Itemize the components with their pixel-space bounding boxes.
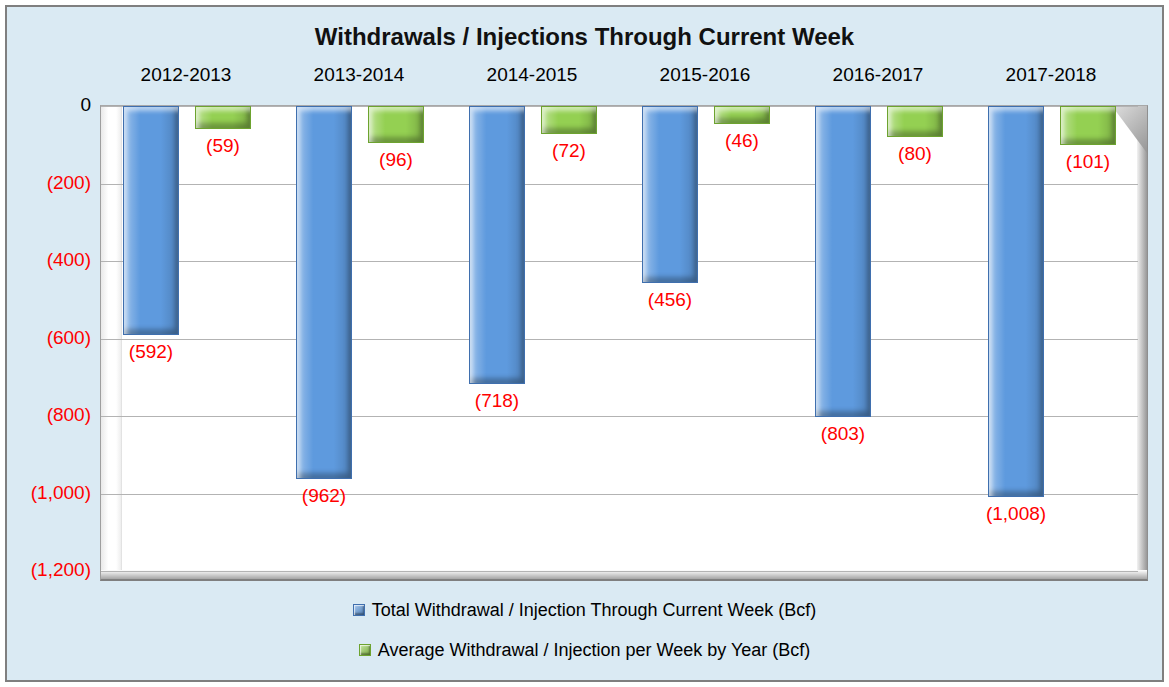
bar-value-label: (72)	[514, 140, 624, 162]
gridline	[101, 571, 1138, 572]
y-tick-label: (200)	[7, 171, 91, 195]
category-label: 2015-2016	[635, 64, 775, 86]
legend-label: Total Withdrawal / Injection Through Cur…	[372, 600, 817, 621]
plot-corner-bevel	[1112, 106, 1147, 153]
gridline	[101, 494, 1138, 495]
bar-value-label: (456)	[615, 289, 725, 311]
y-tick-label: (400)	[7, 248, 91, 272]
plot-right-wall	[1137, 106, 1147, 579]
legend-label: Average Withdrawal / Injection per Week …	[378, 640, 811, 661]
gridline	[101, 261, 1138, 262]
y-tick-label: (600)	[7, 326, 91, 350]
plot-area: (592)(962)(718)(456)(803)(1,008)(59)(96)…	[100, 105, 1148, 581]
bar-value-label: (718)	[442, 390, 552, 412]
gridline	[101, 339, 1138, 340]
chart-frame: Withdrawals / Injections Through Current…	[5, 5, 1164, 682]
bar-value-label: (803)	[788, 423, 898, 445]
legend-item: Total Withdrawal / Injection Through Cur…	[353, 599, 817, 621]
bar-value-label: (96)	[341, 149, 451, 171]
bar-average-2016-2017	[887, 106, 943, 137]
chart-title: Withdrawals / Injections Through Current…	[7, 23, 1162, 51]
bar-value-label: (1,008)	[961, 503, 1071, 525]
bar-value-label: (80)	[860, 143, 970, 165]
bar-value-label: (101)	[1033, 151, 1143, 173]
bar-average-2012-2013	[195, 106, 251, 129]
category-label: 2013-2014	[289, 64, 429, 86]
bar-average-2014-2015	[541, 106, 597, 134]
category-label: 2016-2017	[808, 64, 948, 86]
gridline	[101, 416, 1138, 417]
category-label: 2014-2015	[462, 64, 602, 86]
legend-swatch-icon	[353, 604, 365, 616]
gridline	[101, 106, 1138, 107]
legend-swatch-icon	[359, 644, 371, 656]
y-tick-label: (1,200)	[7, 558, 91, 582]
category-label: 2012-2013	[116, 64, 256, 86]
bar-value-label: (46)	[687, 130, 797, 152]
bar-value-label: (962)	[269, 485, 379, 507]
bar-average-2013-2014	[368, 106, 424, 143]
gridline	[101, 184, 1138, 185]
y-tick-label: (1,000)	[7, 481, 91, 505]
bar-value-label: (592)	[96, 341, 206, 363]
y-tick-label: 0	[7, 93, 91, 117]
bar-average-2017-2018	[1060, 106, 1116, 145]
legend-item: Average Withdrawal / Injection per Week …	[359, 639, 811, 661]
bar-value-label: (59)	[168, 135, 278, 157]
legend: Total Withdrawal / Injection Through Cur…	[7, 599, 1162, 661]
category-label: 2017-2018	[981, 64, 1121, 86]
bar-average-2015-2016	[714, 106, 770, 124]
y-tick-label: (800)	[7, 403, 91, 427]
